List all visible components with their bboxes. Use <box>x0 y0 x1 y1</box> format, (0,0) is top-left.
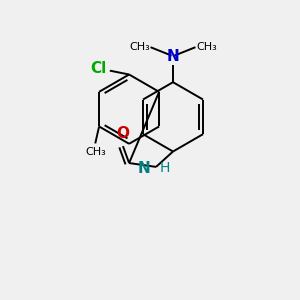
Text: O: O <box>116 127 130 142</box>
Text: H: H <box>159 161 169 176</box>
Text: CH₃: CH₃ <box>129 42 150 52</box>
Text: CH₃: CH₃ <box>85 147 106 157</box>
Text: Cl: Cl <box>91 61 107 76</box>
Text: N: N <box>137 161 150 176</box>
Text: CH₃: CH₃ <box>196 42 217 52</box>
Text: N: N <box>167 49 179 64</box>
